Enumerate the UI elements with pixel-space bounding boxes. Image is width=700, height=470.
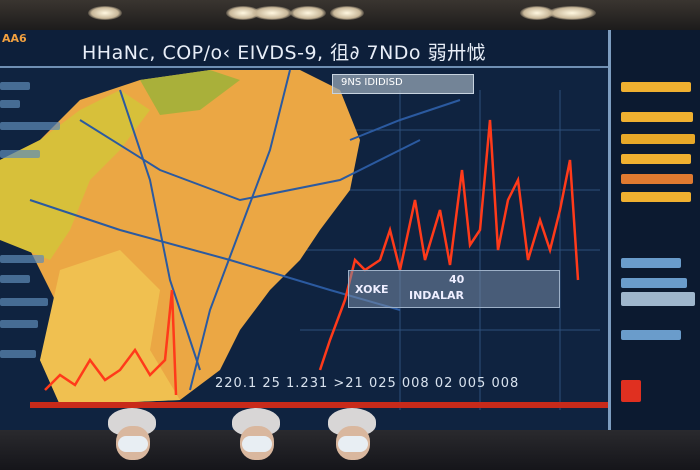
case-trend-line bbox=[318, 119, 580, 371]
title-bar: AA6 HHaNc, COP/o‹ EIVDS-9, 徂∂ 7NDo 弱卅怴 bbox=[0, 30, 608, 68]
ceiling-light bbox=[330, 6, 364, 20]
map-region-yellow bbox=[0, 90, 150, 260]
ceiling-light bbox=[520, 6, 554, 20]
ceiling-light bbox=[88, 6, 122, 20]
map-region-green bbox=[140, 70, 240, 115]
map-label-box: 9NS IDIDISD bbox=[332, 74, 474, 94]
person-in-ppe bbox=[328, 408, 376, 460]
info-label-main: INDALAR bbox=[409, 289, 464, 302]
info-value: 40 bbox=[449, 273, 465, 286]
person-in-ppe bbox=[108, 408, 156, 460]
map-spike-line bbox=[44, 289, 178, 396]
map-label: 9NS IDIDISD bbox=[341, 77, 403, 88]
bottom-red-band bbox=[30, 402, 610, 408]
ceiling-light bbox=[226, 6, 260, 20]
ceiling-light bbox=[548, 6, 596, 20]
ceiling bbox=[0, 0, 700, 32]
corner-label: AA6 bbox=[2, 32, 27, 45]
info-box: XOKE 40 INDALAR bbox=[348, 270, 560, 308]
axis-readout: 220.1 25 1.231 >21 025 008 02 005 008 bbox=[215, 376, 520, 391]
right-panel bbox=[608, 30, 700, 430]
map-and-chart bbox=[0, 69, 610, 410]
ceiling-light bbox=[252, 6, 292, 20]
person-in-ppe bbox=[232, 408, 280, 460]
ceiling-light bbox=[290, 6, 326, 20]
display-screen: AA6 HHaNc, COP/o‹ EIVDS-9, 徂∂ 7NDo 弱卅怴 9… bbox=[0, 30, 700, 430]
screen-title: HHaNc, COP/o‹ EIVDS-9, 徂∂ 7NDo 弱卅怴 bbox=[82, 42, 487, 64]
info-label-left: XOKE bbox=[355, 283, 389, 296]
